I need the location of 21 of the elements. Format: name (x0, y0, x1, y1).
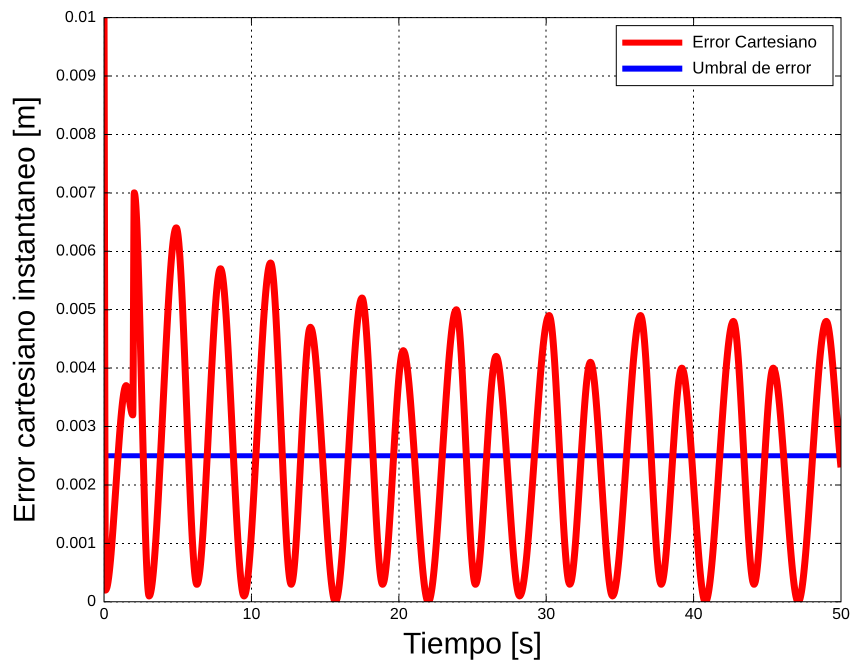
x-tick-label: 10 (242, 606, 260, 623)
y-tick-label: 0 (87, 593, 96, 610)
y-tick-label: 0.008 (56, 126, 96, 143)
y-tick-label: 0.004 (56, 360, 96, 377)
y-tick-label: 0.009 (56, 67, 96, 84)
y-tick-label: 0.002 (56, 476, 96, 494)
x-tick-label: 20 (390, 606, 408, 623)
y-tick-label: 0.006 (56, 242, 96, 260)
x-tick-label: 0 (100, 606, 109, 623)
y-tick-label: 0.003 (56, 418, 96, 435)
x-axis-title: Tiempo [s] (403, 627, 542, 660)
legend-label: Umbral de error (692, 58, 812, 78)
y-tick-label: 0.005 (56, 301, 96, 318)
y-tick-label: 0.001 (56, 534, 96, 552)
legend-label: Error Cartesiano (692, 32, 818, 52)
x-tick-label: 50 (832, 606, 850, 623)
x-tick-label: 30 (537, 606, 556, 623)
y-axis-title: Error cartesiano instantaneo [m] (8, 96, 42, 524)
y-tick-label: 0.007 (56, 184, 96, 202)
y-tick-label: 0.01 (64, 9, 96, 26)
x-tick-label: 40 (684, 606, 703, 623)
